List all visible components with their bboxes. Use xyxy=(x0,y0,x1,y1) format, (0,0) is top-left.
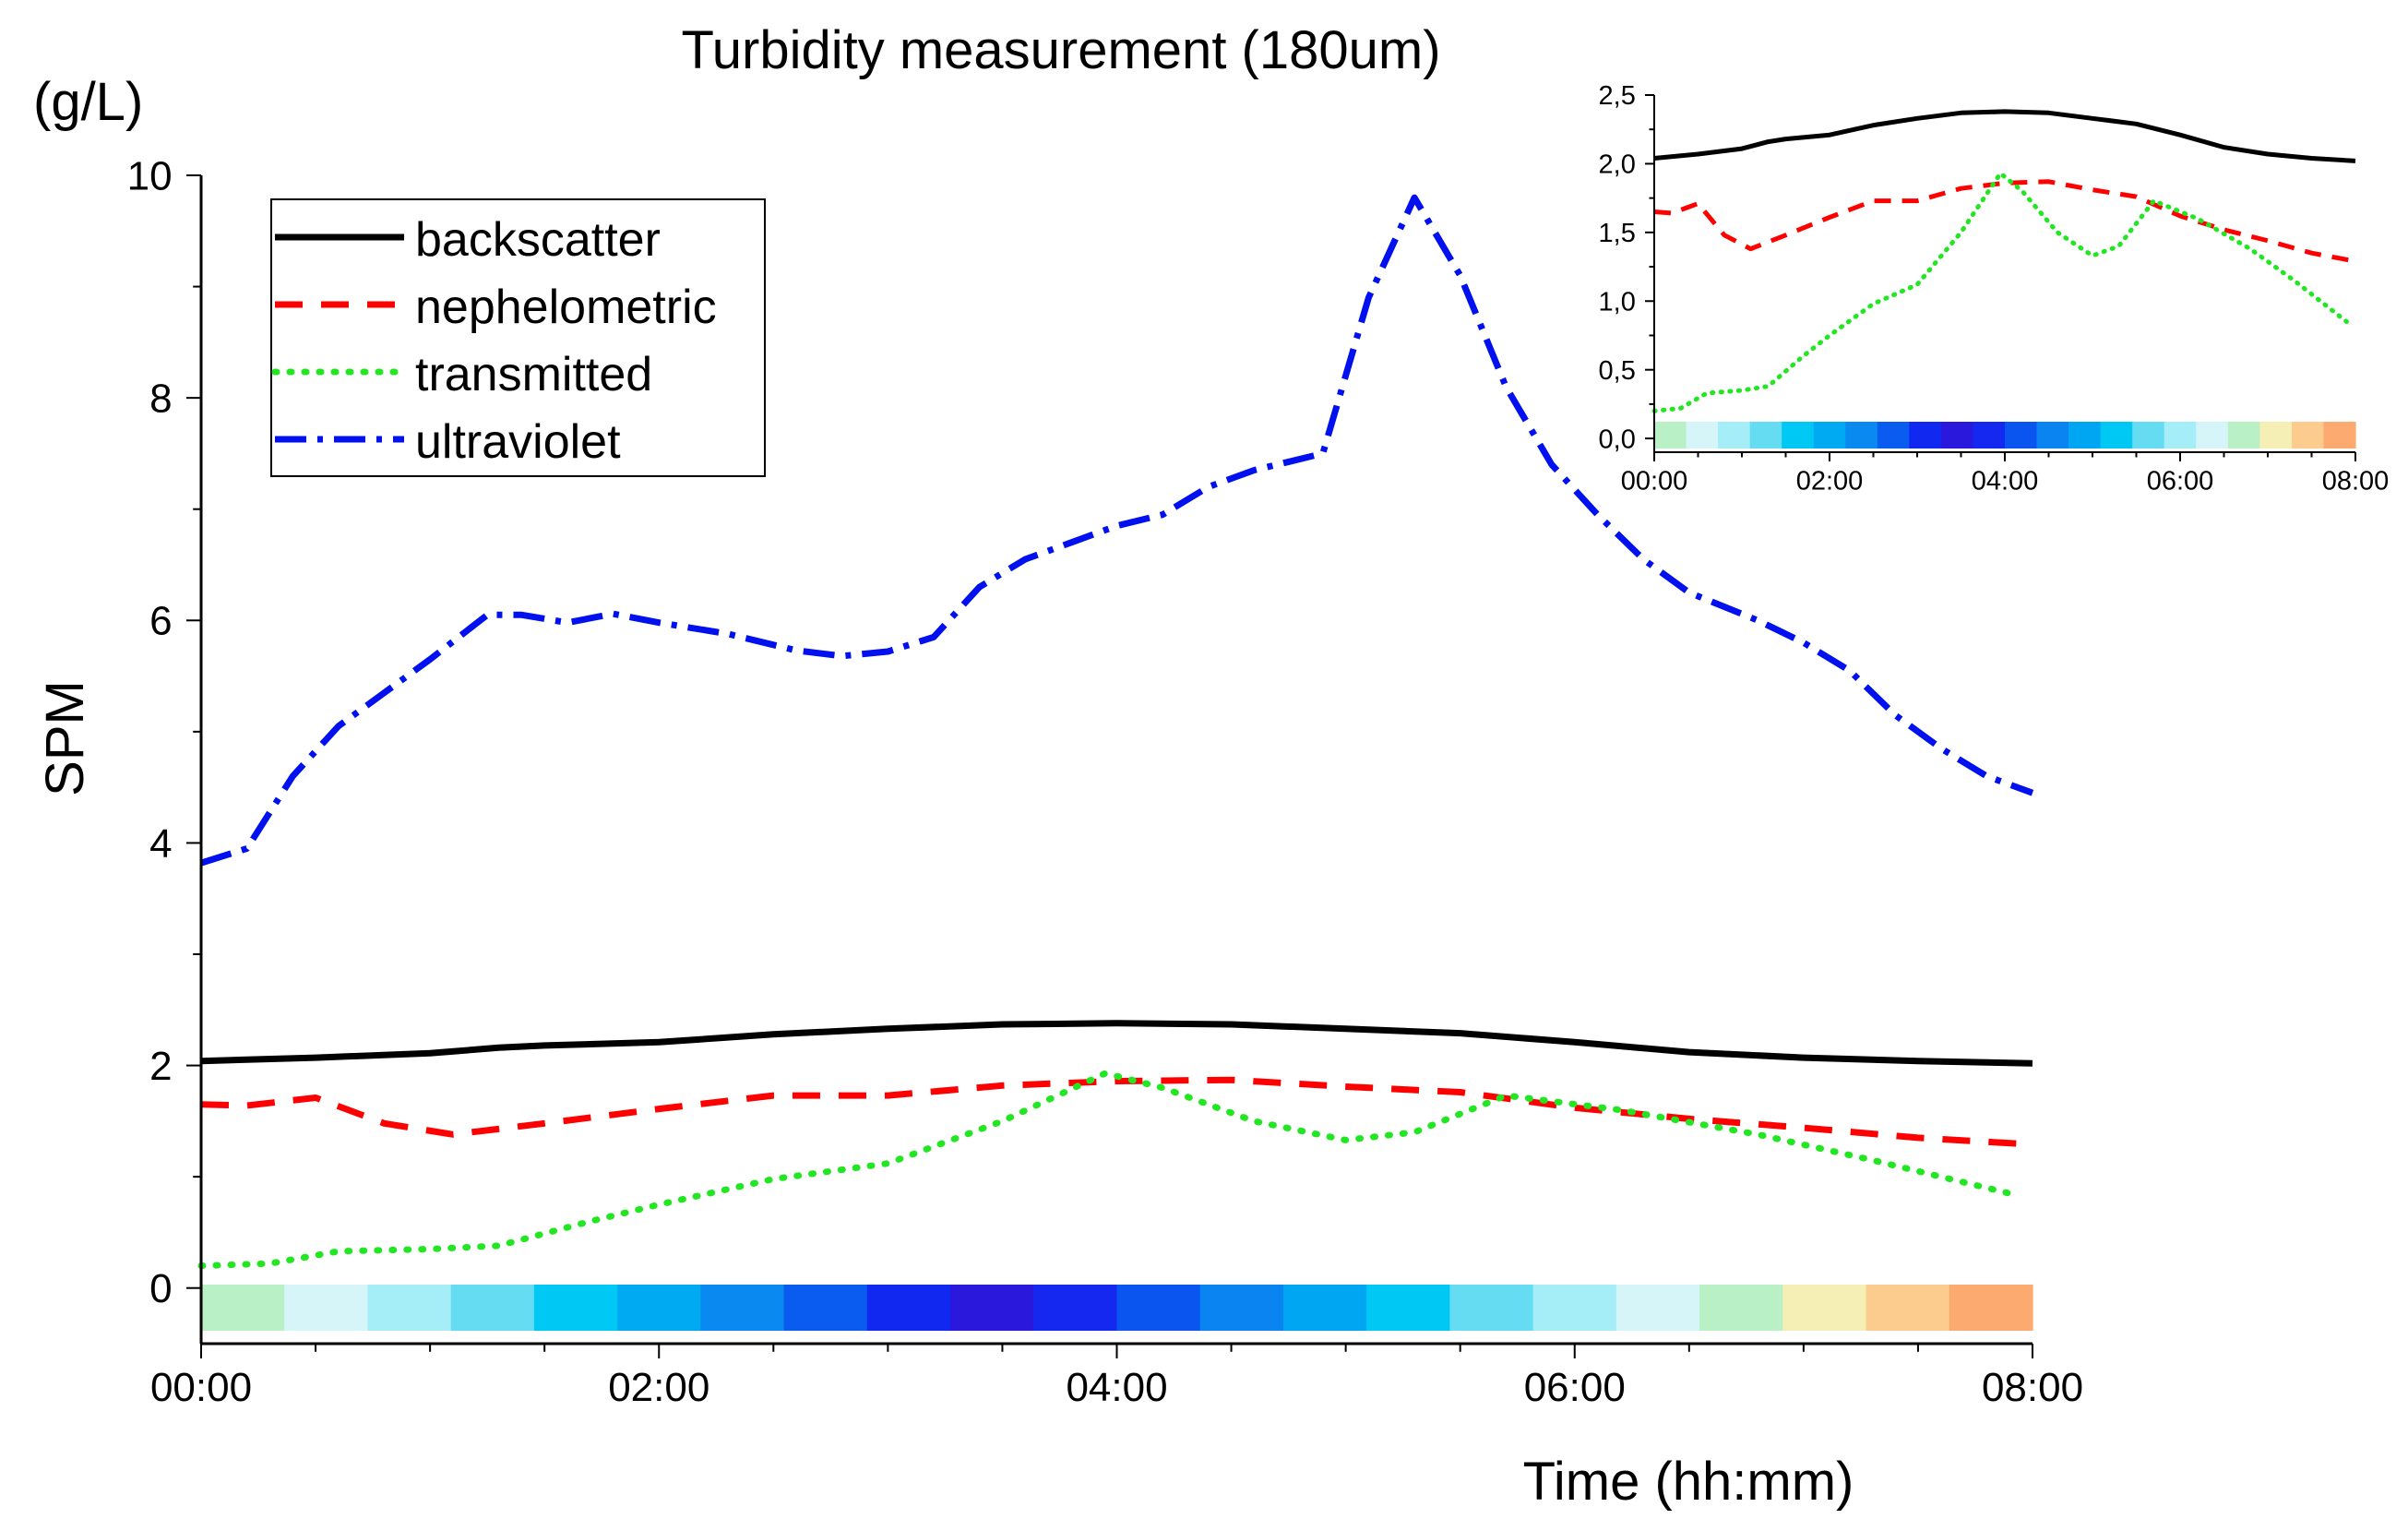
legend-box xyxy=(270,198,766,477)
inset-colorbar-segment xyxy=(1973,422,2006,449)
main-colorbar-segment xyxy=(1866,1285,1950,1331)
inset-plot-area: 00:00 02:00 04:00 06:00 08:00 0,0 0,5 1,0 1,5 2,0… xyxy=(1599,81,2390,496)
main-y-tick-label: 6 xyxy=(149,599,172,644)
inset-y-tick-label: 0,5 xyxy=(1599,356,1636,386)
main-y-tick-label: 10 xyxy=(127,153,173,198)
main-x-tick-label: 02:00 xyxy=(608,1365,709,1410)
main-colorbar-segment xyxy=(367,1285,452,1331)
legend-label-ultraviolet: ultraviolet xyxy=(415,415,621,469)
main-colorbar-segment xyxy=(1366,1285,1451,1331)
y-axis-label: SPM xyxy=(35,680,95,796)
inset-axes: 00:00 02:00 04:00 06:00 08:00 0,0 0,5 1,0 1,5 2,0… xyxy=(1599,81,2390,496)
main-series-group xyxy=(197,194,2034,1270)
main-colorbar-segment xyxy=(201,1285,285,1331)
main-x-tick-label: 04:00 xyxy=(1066,1365,1167,1410)
inset-series-nephelometric xyxy=(1653,179,2356,264)
legend-label-transmitted: transmitted xyxy=(415,348,652,401)
main-colorbar-segment xyxy=(450,1285,535,1331)
main-colorbar-segment xyxy=(1449,1285,1534,1331)
inset-colorbar-segment xyxy=(1940,422,1974,449)
main-colorbar-segment xyxy=(1532,1285,1617,1331)
main-colorbar-segment xyxy=(284,1285,369,1331)
inset-colorbar-segment xyxy=(2068,422,2102,449)
inset-colorbar-segment xyxy=(1877,422,1910,449)
inset-y-tick-label: 2,0 xyxy=(1599,150,1636,180)
inset-colorbar-segment xyxy=(2100,422,2133,449)
inset-series-group xyxy=(1651,109,2356,413)
main-colorbar-segment xyxy=(700,1285,785,1331)
inset-colorbar-segment xyxy=(2164,422,2197,449)
main-colorbar-segment xyxy=(1033,1285,1118,1331)
x-axis-label: Time (hh:mm) xyxy=(1523,1452,1854,1512)
main-plot-area: 00:00 02:00 04:00 06:00 08:00 0 2 4 6 8 10 xyxy=(127,153,2083,1410)
main-y-tick-label: 0 xyxy=(149,1266,172,1311)
inset-colorbar-segment xyxy=(1782,422,1815,449)
main-colorbar-segment xyxy=(617,1285,701,1331)
main-colorbar-segment xyxy=(1199,1285,1284,1331)
inset-colorbar-segment xyxy=(1749,422,1782,449)
main-y-tick-label: 8 xyxy=(149,377,172,422)
inset-colorbar-segment xyxy=(2227,422,2260,449)
inset-colorbar-segment xyxy=(1686,422,1719,449)
y-axis-unit: (g/L) xyxy=(33,72,143,132)
main-series-nephelometric xyxy=(200,1076,2033,1148)
inset-x-tick-label: 08:00 xyxy=(2322,466,2390,496)
main-colorbar-segment xyxy=(1116,1285,1201,1331)
inset-x-tick-label: 04:00 xyxy=(1972,466,2039,496)
legend-label-nephelometric: nephelometric xyxy=(415,281,717,334)
main-axes: 00:00 02:00 04:00 06:00 08:00 0 2 4 6 8 10 xyxy=(127,153,2083,1410)
main-colorbar-segment xyxy=(1782,1285,1867,1331)
inset-colorbar-segment xyxy=(2291,422,2325,449)
main-colorbar-segment xyxy=(866,1285,951,1331)
main-series-ultraviolet xyxy=(199,194,2034,867)
main-colorbar-segment xyxy=(1949,1285,2033,1331)
inset-x-tick-label: 00:00 xyxy=(1621,466,1688,496)
inset-y-tick-label: 1,5 xyxy=(1599,219,1636,248)
inset-colorbar-segment xyxy=(1718,422,1751,449)
main-colorbar-segment xyxy=(1282,1285,1367,1331)
inset-colorbar-segment xyxy=(2323,422,2356,449)
main-colorbar-segment xyxy=(783,1285,868,1331)
inset-series-transmitted xyxy=(1651,171,2349,413)
inset-colorbar-segment xyxy=(2132,422,2165,449)
inset-x-tick-label: 02:00 xyxy=(1796,466,1864,496)
main-x-tick-label: 00:00 xyxy=(150,1365,252,1410)
main-colorbar-segment xyxy=(533,1285,618,1331)
main-colorbar-segment xyxy=(1699,1285,1783,1331)
main-series-backscatter xyxy=(200,1020,2033,1067)
inset-colorbar-segment xyxy=(1654,422,1687,449)
inset-colorbar-segment xyxy=(2005,422,2038,449)
inset-y-tick-label: 2,5 xyxy=(1599,81,1636,111)
main-x-tick-label: 08:00 xyxy=(1982,1365,2083,1410)
legend: backscatter nephelometric transmitted ul… xyxy=(270,198,766,477)
inset-colorbar-segment xyxy=(2259,422,2293,449)
main-colorbar-segment xyxy=(950,1285,1034,1331)
inset-colorbar-segment xyxy=(1813,422,1846,449)
inset-y-tick-label: 1,0 xyxy=(1599,287,1636,317)
main-colorbar-segment xyxy=(1615,1285,1700,1331)
inset-colorbar-segment xyxy=(2196,422,2229,449)
inset-y-tick-label: 0,0 xyxy=(1599,425,1636,454)
inset-series-backscatter xyxy=(1653,109,2356,163)
legend-label-backscatter: backscatter xyxy=(415,213,661,267)
inset-x-tick-label: 06:00 xyxy=(2147,466,2214,496)
main-colorbar xyxy=(201,1285,2033,1331)
main-y-tick-label: 4 xyxy=(149,821,172,867)
inset-colorbar-segment xyxy=(1909,422,1942,449)
main-y-tick-label: 2 xyxy=(149,1044,172,1089)
chart-title: Turbidity measurement (180um) xyxy=(681,20,1440,80)
main-series-transmitted xyxy=(197,1070,2013,1270)
inset-colorbar-segment xyxy=(1845,422,1878,449)
main-x-tick-label: 06:00 xyxy=(1524,1365,1626,1410)
inset-colorbar-segment xyxy=(2036,422,2069,449)
inset-colorbar xyxy=(1654,422,2356,449)
